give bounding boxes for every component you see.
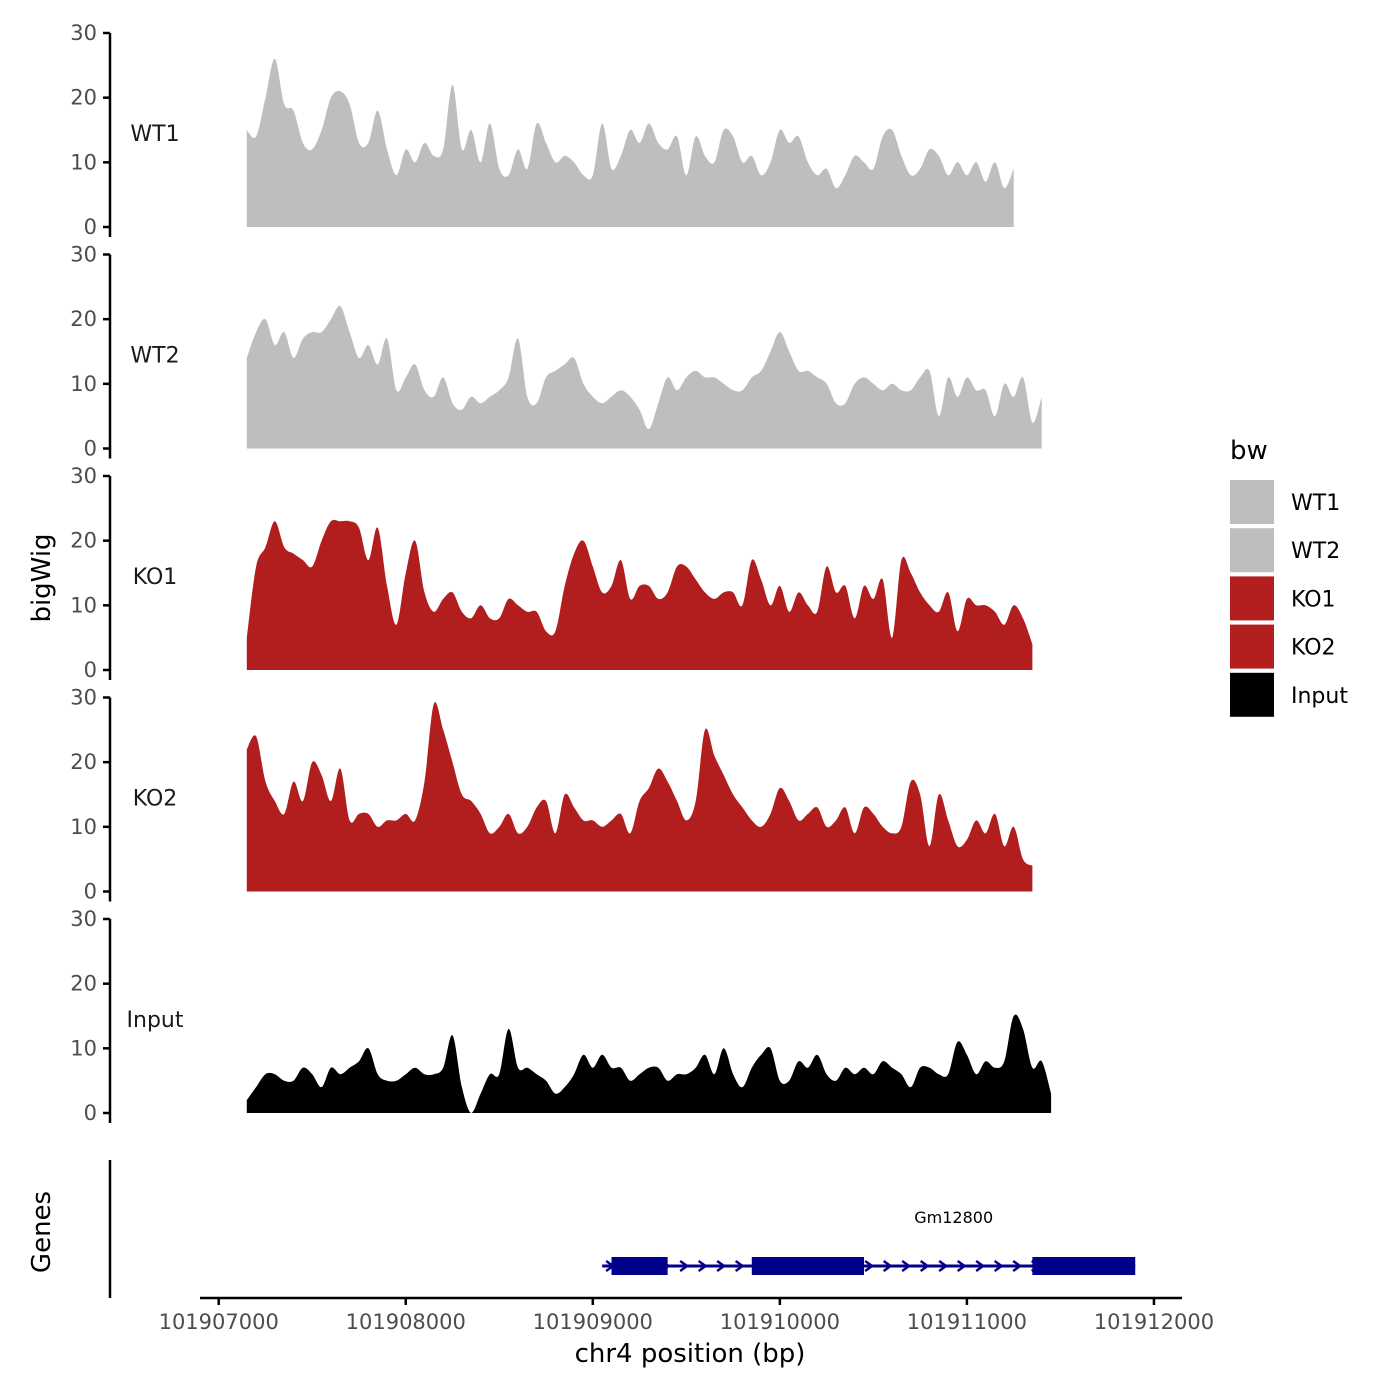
- exon: [611, 1257, 668, 1275]
- x-tick-label: 101909000: [533, 1310, 653, 1334]
- y-tick-label-ko1: 0: [84, 658, 97, 682]
- area-ko2: [246, 702, 1033, 892]
- track-ko2: 0 10 20 30 KO2: [70, 686, 1033, 904]
- track-label-input: Input: [127, 1008, 184, 1033]
- area-ko1: [246, 519, 1033, 670]
- y-tick-label-input: 0: [84, 1101, 97, 1125]
- legend-swatch-ko1: [1230, 576, 1274, 621]
- track-ko1: 0 10 20 30 KO1: [70, 464, 1033, 682]
- x-tick-label: 101907000: [159, 1310, 279, 1334]
- legend-label-input: Input: [1291, 684, 1348, 709]
- legend-swatch-input: [1230, 672, 1274, 717]
- legend-label-wt2: WT2: [1291, 539, 1340, 564]
- area-wt1: [246, 58, 1014, 227]
- track-label-ko2: KO2: [133, 787, 178, 812]
- strand-arrow: [993, 1260, 1004, 1272]
- legend-label-wt1: WT1: [1291, 491, 1340, 516]
- y-tick-label-input: 10: [70, 1036, 97, 1060]
- strand-arrow: [864, 1260, 875, 1272]
- exon: [1032, 1257, 1136, 1275]
- track-input: 0 10 20 30 Input: [70, 907, 1052, 1125]
- legend-swatch-ko2: [1230, 624, 1274, 669]
- strand-arrow: [679, 1260, 690, 1272]
- y-axis-title: bigWig: [27, 533, 57, 622]
- y-tick-label-wt2: 10: [70, 372, 97, 396]
- x-axis: 101907000 101908000 101909000 101910000 1019…: [159, 1296, 1214, 1334]
- strand-arrow: [938, 1260, 949, 1272]
- legend-label-ko2: KO2: [1291, 636, 1336, 661]
- legend-swatch-wt2: [1230, 528, 1274, 573]
- y-tick-label-wt1: 0: [84, 215, 97, 239]
- y-tick-label-input: 20: [70, 972, 97, 996]
- area-input: [246, 1014, 1052, 1113]
- area-wt2: [246, 305, 1042, 449]
- y-tick-label-ko2: 0: [84, 880, 97, 904]
- legend: bw WT1 WT2 KO1 KO2 Input: [1230, 436, 1348, 717]
- x-axis-title: chr4 position (bp): [575, 1339, 806, 1369]
- gene-name-label: Gm12800: [914, 1208, 993, 1227]
- strand-arrow: [697, 1260, 708, 1272]
- y-tick-label-ko1: 20: [70, 529, 97, 553]
- legend-label-ko1: KO1: [1291, 587, 1336, 612]
- y-tick-label-ko2: 30: [70, 686, 97, 710]
- strand-arrow: [956, 1260, 967, 1272]
- track-label-wt2: WT2: [130, 344, 179, 369]
- y-tick-label-input: 30: [70, 907, 97, 931]
- y-tick-label-wt1: 20: [70, 86, 97, 110]
- legend-swatch-wt1: [1230, 480, 1274, 524]
- x-tick-label: 101911000: [907, 1310, 1027, 1334]
- y-tick-label-wt1: 30: [70, 21, 97, 45]
- track-label-wt1: WT1: [130, 122, 179, 147]
- x-tick-label: 101910000: [720, 1310, 840, 1334]
- gene-track: Gm12800: [108, 1160, 1136, 1298]
- strand-arrow: [901, 1260, 912, 1272]
- x-tick-label: 101912000: [1094, 1310, 1214, 1334]
- y-tick-label-wt2: 20: [70, 307, 97, 331]
- x-tick-label: 101908000: [346, 1310, 466, 1334]
- y-tick-label-wt2: 0: [84, 437, 97, 461]
- strand-arrow: [734, 1260, 745, 1272]
- exon: [751, 1257, 865, 1275]
- y-tick-label-ko1: 30: [70, 464, 97, 488]
- track-wt2: 0 10 20 30 WT2: [70, 243, 1042, 461]
- y-tick-label-wt1: 10: [70, 150, 97, 174]
- track-wt1: 0 10 20 30 WT1: [70, 21, 1014, 239]
- track-label-ko1: KO1: [133, 565, 178, 590]
- y-tick-label-ko2: 10: [70, 815, 97, 839]
- strand-arrow: [1012, 1260, 1023, 1272]
- strand-arrow: [716, 1260, 727, 1272]
- y-tick-label-ko1: 10: [70, 593, 97, 617]
- strand-arrow: [975, 1260, 986, 1272]
- strand-arrow: [882, 1260, 893, 1272]
- genes-axis-title: Genes: [27, 1191, 57, 1273]
- y-tick-label-wt2: 30: [70, 243, 97, 267]
- strand-arrow: [919, 1260, 930, 1272]
- legend-title: bw: [1230, 436, 1268, 466]
- y-tick-label-ko2: 20: [70, 750, 97, 774]
- bigwig-tracks: 0 10 20 30 WT1 0 10 20 30 WT2 0 10 20 30 KO1 0 10 20 30 KO2…: [70, 21, 1052, 1125]
